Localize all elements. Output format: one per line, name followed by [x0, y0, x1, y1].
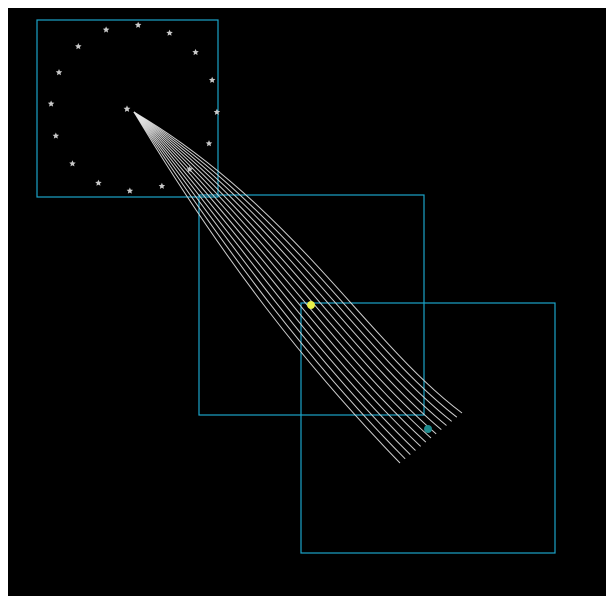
trajectory-lines	[133, 111, 463, 464]
trajectory-line	[133, 111, 447, 426]
scene-background	[8, 8, 606, 596]
star-icon	[158, 182, 166, 189]
star-icon	[102, 26, 110, 33]
region-boxes	[36, 19, 556, 554]
trajectory-line	[133, 111, 422, 447]
star-icon	[69, 160, 76, 167]
teal-point	[424, 425, 432, 433]
simulation-viewport	[8, 8, 606, 596]
star-icon	[205, 140, 213, 147]
region-middle	[198, 194, 425, 416]
trajectory-line	[133, 111, 432, 439]
star-icon	[186, 166, 193, 173]
star-icon	[47, 100, 55, 107]
star-icon	[55, 69, 63, 76]
star-icon	[213, 108, 221, 115]
trajectory-line	[133, 111, 427, 443]
trajectory-line	[133, 111, 411, 456]
star-icon	[52, 132, 60, 139]
scene-canvas	[8, 8, 606, 596]
trajectory-line	[133, 111, 463, 414]
trajectory-line	[133, 111, 442, 431]
circle-markers	[47, 21, 221, 194]
star-icon	[75, 43, 82, 50]
star-icon	[192, 48, 199, 56]
region-top-left	[36, 19, 219, 198]
star-icon	[95, 179, 102, 186]
star-icon	[208, 76, 216, 83]
trajectory-line	[133, 111, 452, 422]
trajectory-line	[133, 111, 401, 464]
highlight-points	[307, 301, 432, 433]
star-icon	[126, 187, 134, 194]
star-icon	[123, 105, 131, 112]
trajectory-line	[133, 111, 406, 460]
trajectory-line	[133, 111, 458, 418]
star-icon	[166, 29, 173, 36]
trajectory-line	[133, 111, 437, 435]
region-bottom-right	[300, 302, 556, 554]
trajectory-line	[133, 111, 416, 451]
yellow-point	[307, 301, 315, 309]
star-icon	[134, 21, 142, 28]
